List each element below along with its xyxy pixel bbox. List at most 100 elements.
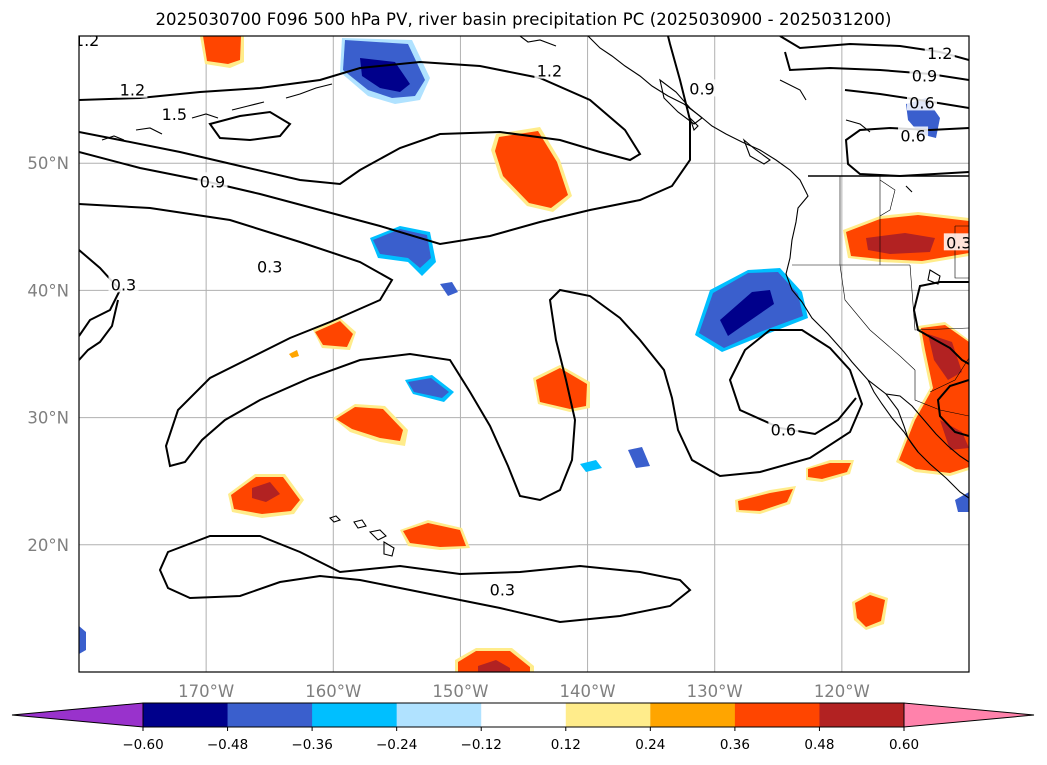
contour-label-bg [898,126,929,144]
contour-label-bg [534,61,565,79]
contour-label-bg [197,172,228,190]
lat-tick-label: 30°N [27,409,69,428]
island [231,101,265,111]
positive-anomaly-region [495,131,568,208]
island [689,117,699,132]
positive-anomaly-region [928,334,962,380]
lat-tick-label: 40°N [27,281,69,300]
contour-label: 0.6 [909,93,934,112]
positive-anomaly-region [940,420,969,450]
pv-contour-0.3 [79,249,122,337]
coastline-gulf-california [885,393,969,463]
map-title: 2025030700 F096 500 hPa PV, river basin … [155,10,892,29]
negative-anomaly-region [440,282,458,296]
positive-anomaly-region [336,407,403,441]
contour-label: 1.2 [120,81,145,100]
colorbar-tick-label: 0.48 [804,737,834,753]
negative-anomaly-region [628,447,650,468]
island [659,78,703,125]
coastline-north-america [779,79,807,101]
lon-tick-label: 160°W [305,682,361,701]
contour-label: 0.6 [771,420,796,439]
colorbar-bin [143,703,229,727]
positive-anomaly-region [738,489,793,511]
colorbar-bin [565,703,651,727]
positive-anomaly-region [478,660,510,672]
lon-tick-label: 170°W [178,682,234,701]
contour-label-bg [254,257,285,275]
contour-label: 1.5 [162,105,187,124]
pv-contour-0.9 [79,36,691,246]
pv-contour-1.5 [208,110,292,142]
contour-label-bg [687,79,717,97]
colorbar-tick-label: 0.12 [551,737,581,753]
lat-tick-label: 50°N [27,154,69,173]
coastlines [101,36,969,557]
lon-tick-label: 150°W [432,682,488,701]
pv-contour-0.3 [79,203,864,502]
contour-label-bg [117,80,148,98]
colorbar-tick-label: 0.24 [635,737,665,753]
pv-contour-0.3 [79,299,119,361]
colorbar-tick-label: −0.48 [207,737,248,753]
contour-label-bg [943,233,969,251]
contour-label-bg [108,275,139,293]
pv-contour-0.3 [912,281,969,365]
island [742,138,771,165]
pv-contour-1.2 [79,60,642,186]
coastline-north-america [905,185,913,193]
negative-anomaly-region [373,229,431,268]
colorbar-under-arrow [11,702,144,728]
contour-label-bg [487,580,518,598]
lon-tick-label: 140°W [560,682,616,701]
island [191,113,219,119]
contour-label: 1.2 [74,31,99,50]
pv-contour-0.3 [158,535,692,624]
lat-tick-label: 20°N [27,536,69,555]
positive-anomaly-region [536,368,587,409]
contour-label: 1.2 [927,44,952,63]
colorbar-tick-label: −0.12 [461,737,502,753]
positive-anomaly-region [203,36,241,64]
island [135,127,163,135]
colorbar-tick-label: −0.36 [291,737,332,753]
positive-anomaly-region [855,595,885,627]
contour-labels: 1.2 1.2 1.5 0.9 0.3 0.3 1.2 0.9 1.2 0.9 0.6 0.6 0.3 0… [74,31,971,600]
colorbar-bin [734,703,820,727]
pv-contour-0.3 [936,379,969,437]
positive-anomaly-region [315,321,353,347]
island [101,135,125,141]
colorbar-bin [396,703,482,727]
colorbar-bin [227,703,313,727]
colorbar-bin [819,703,905,727]
negative-anomaly-region [580,460,602,472]
contour-label: 0.3 [257,258,282,277]
longitude-labels: 170°W 160°W 150°W 140°W 130°W 120°W [178,682,870,701]
contour-label-bg [909,66,940,84]
negative-anomaly-region [955,492,969,512]
contour-label: 1.2 [537,62,562,81]
contour-label: 0.3 [946,233,971,252]
negative-anomaly-region [408,378,449,398]
contour-label: 0.9 [689,79,714,98]
contour-label-bg [768,420,799,438]
coastline-north-america [927,269,941,285]
contour-label-bg [79,36,102,49]
colorbar-frame [142,702,905,728]
state-borders [792,176,969,417]
colorbar-bin [481,703,567,727]
coastline-north-america [587,36,969,499]
positive-anomaly-region [289,350,299,358]
precip-anomaly-fills [79,36,969,672]
island [383,541,395,557]
positive-anomaly-region [252,482,280,502]
positive-anomaly-region [866,233,935,254]
pv-contours [79,36,969,624]
contour-label: 0.3 [111,275,136,294]
colorbar: −0.60 −0.48 −0.36 −0.24 −0.12 0.12 0.24 0.36 0.4… [11,702,1035,753]
contour-label-bg [906,93,937,111]
contour-label: 0.9 [912,67,937,86]
positive-anomaly-region [808,463,851,479]
colorbar-tick-label: 0.60 [889,737,919,753]
negative-anomaly-region [720,290,774,336]
